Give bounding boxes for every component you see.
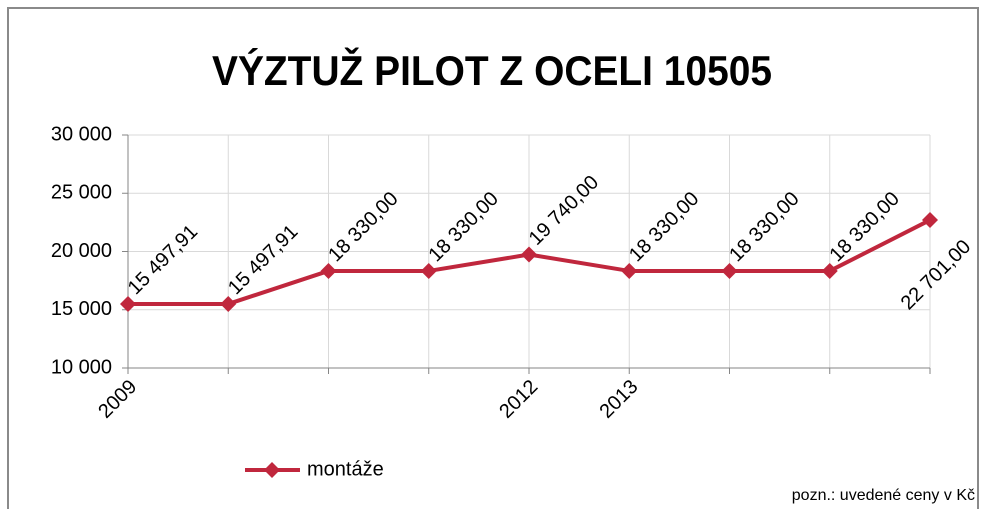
data-label: 22 701,00 (897, 236, 975, 314)
marker (621, 262, 638, 279)
data-label: 19 740,00 (525, 171, 603, 249)
data-label: 18 330,00 (324, 188, 402, 266)
x-tick-label: 2013 (595, 376, 642, 423)
marker (420, 262, 437, 279)
chart-title: VÝZTUŽ PILOT Z OCELI 10505 (212, 46, 772, 94)
legend-marker (264, 462, 280, 478)
marker (220, 295, 237, 312)
marker (521, 246, 537, 263)
data-label: 18 330,00 (625, 188, 703, 266)
marker (320, 262, 337, 279)
data-label: 18 330,00 (725, 188, 803, 266)
x-tick-label: 2012 (495, 376, 542, 423)
marker (821, 262, 838, 279)
marker (120, 295, 136, 312)
x-tick-label: 2009 (94, 376, 141, 423)
marker (922, 212, 938, 229)
y-tick-label: 30 000 (51, 123, 112, 145)
chart-frame (7, 7, 979, 509)
legend-label: montáže (307, 458, 384, 480)
y-tick-label: 10 000 (51, 356, 112, 378)
y-tick-label: 15 000 (51, 298, 112, 320)
data-label: 15 497,91 (124, 221, 202, 299)
data-label: 15 497,91 (224, 221, 302, 299)
annotation: pozn.: uvedené ceny v Kč (792, 487, 975, 504)
marker (721, 262, 738, 279)
y-tick-label: 25 000 (51, 182, 112, 204)
data-label: 18 330,00 (424, 188, 502, 266)
y-tick-label: 20 000 (51, 240, 112, 262)
